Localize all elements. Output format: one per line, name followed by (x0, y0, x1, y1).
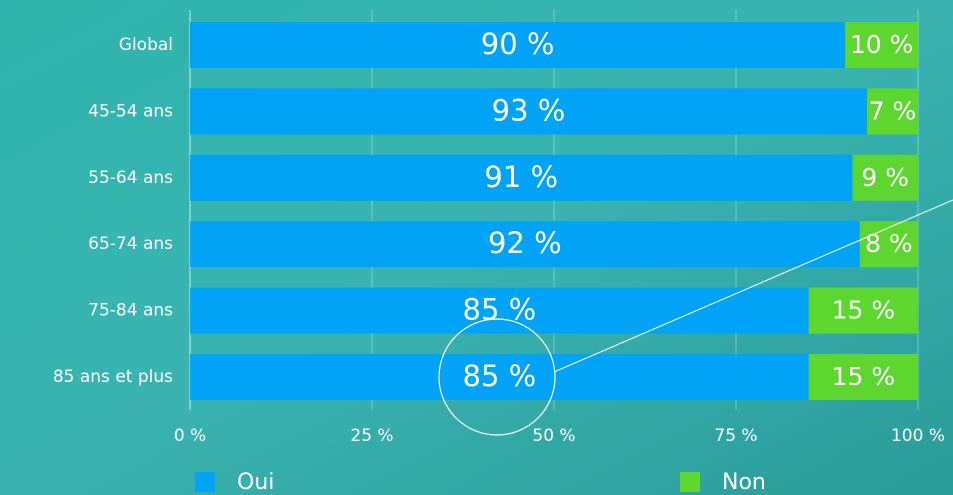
x-tick-label: 75 % (714, 426, 757, 446)
value-label: 7 % (869, 96, 917, 125)
value-label: 9 % (861, 163, 909, 192)
value-label: 90 % (481, 27, 555, 61)
value-label: 8 % (865, 229, 913, 258)
value-label: 85 % (463, 293, 537, 327)
value-label: 15 % (832, 296, 896, 325)
x-tick-label: 25 % (350, 426, 393, 446)
y-tick-label: 65-74 ans (88, 234, 173, 254)
legend-swatch (680, 472, 700, 492)
y-tick-label: 55-64 ans (88, 168, 173, 188)
legend-label: Oui (237, 470, 274, 495)
y-tick-label: 45-54 ans (88, 101, 173, 121)
x-tick-label: 0 % (174, 426, 206, 446)
legend-swatch (195, 472, 215, 492)
y-tick-label: Global (119, 35, 173, 55)
value-label: 85 % (463, 359, 537, 393)
x-tick-label: 100 % (891, 426, 945, 446)
value-label: 10 % (850, 30, 914, 59)
value-label: 92 % (488, 226, 562, 260)
value-label: 15 % (832, 362, 896, 391)
x-tick-label: 50 % (532, 426, 575, 446)
value-label: 93 % (492, 93, 566, 127)
value-label: 91 % (484, 160, 558, 194)
chart: 0 % 25 % 50 % 75 % 100 % Global 90 % 10 % 45-54 … (0, 0, 953, 495)
legend-label: Non (722, 470, 766, 495)
y-tick-label: 75-84 ans (88, 301, 173, 321)
y-tick-label: 85 ans et plus (53, 367, 173, 387)
